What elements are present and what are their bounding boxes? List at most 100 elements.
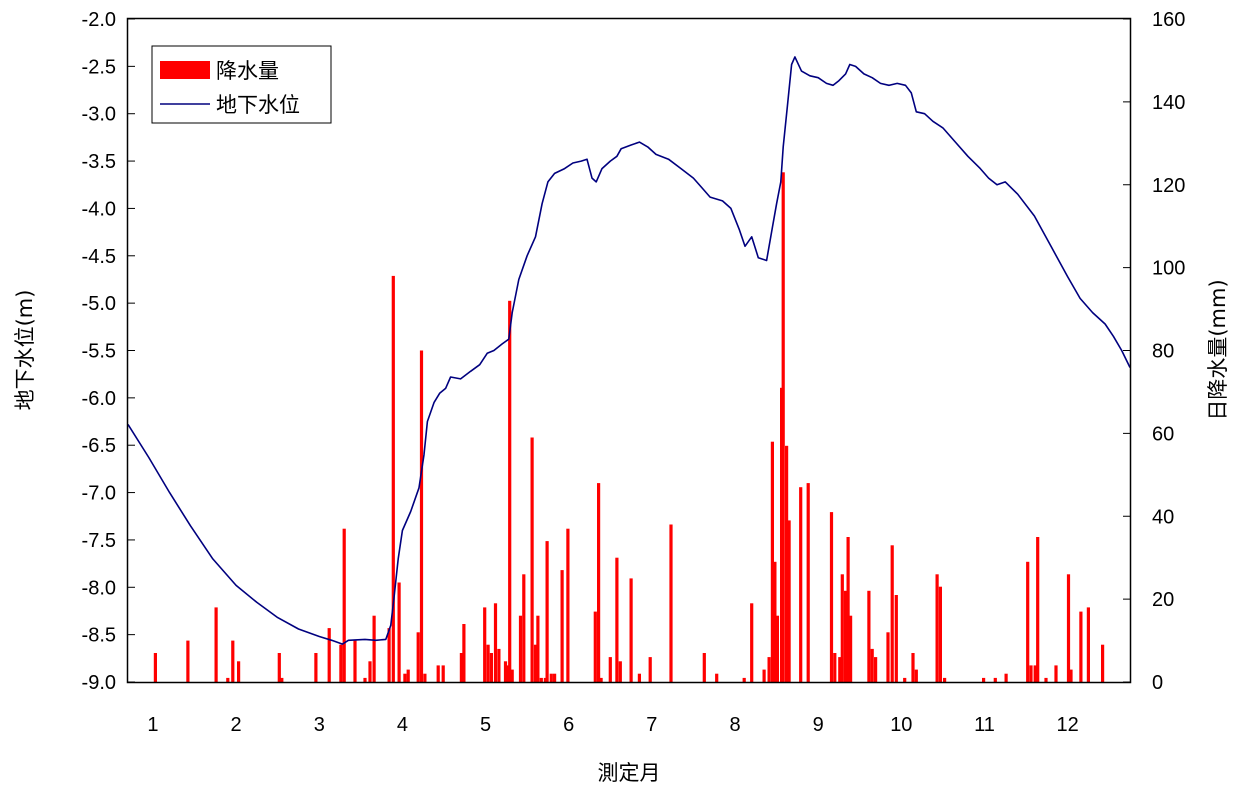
rainfall-bar	[1101, 644, 1105, 682]
legend-rainfall-swatch	[160, 61, 210, 79]
x-tick-label: 8	[729, 714, 740, 736]
rainfall-bar	[560, 570, 564, 682]
rainfall-bar	[770, 441, 774, 682]
rainfall-bar	[648, 657, 652, 682]
rainfall-bar	[593, 611, 597, 682]
rainfall-bar	[787, 520, 791, 682]
x-axis-title: 測定月	[598, 761, 661, 785]
left-tick-label: -7.5	[82, 530, 116, 552]
left-tick-label: -4.0	[82, 198, 116, 220]
rainfall-bar	[231, 640, 235, 682]
rainfall-bar	[530, 437, 534, 682]
x-tick-label: 2	[231, 714, 242, 736]
rainfall-bar	[911, 653, 915, 682]
right-tick-label: 20	[1152, 589, 1174, 611]
left-tick-label: -6.5	[82, 435, 116, 457]
rainfall-bar	[403, 673, 407, 682]
rainfall-bar	[186, 640, 190, 682]
right-tick-label: 160	[1152, 9, 1185, 31]
rainfall-bar	[372, 615, 376, 682]
rainfall-bar	[549, 673, 553, 682]
rainfall-bar	[503, 661, 508, 682]
rainfall-bar	[874, 657, 878, 682]
rainfall-bar	[1044, 677, 1048, 682]
rainfall-bar	[277, 653, 281, 682]
rainfall-bar	[637, 673, 641, 682]
rainfall-bar	[618, 661, 622, 682]
rainfall-bar	[773, 561, 777, 682]
rainfall-bar	[1004, 673, 1008, 682]
rainfall-bar	[327, 628, 331, 682]
rainfall-bar	[806, 483, 810, 682]
rainfall-bar	[508, 300, 512, 682]
left-tick-label: -2.0	[82, 9, 116, 31]
rainfall-bar	[543, 677, 547, 682]
rainfall-bar	[342, 528, 346, 682]
x-axis-ticks: 1 2 3 4 5 6 7 8 9 10 11 12	[147, 714, 1078, 736]
rainfall-bar	[715, 673, 719, 682]
left-tick-label: -4.5	[82, 246, 116, 268]
rainfall-bar	[1086, 607, 1090, 682]
rainfall-bar	[214, 607, 218, 682]
y-axis-left-title: 地下水位(m)	[13, 290, 37, 411]
rainfall-bar	[914, 669, 918, 682]
rainfall-bar	[497, 648, 501, 682]
rainfall-bar	[536, 615, 540, 682]
rainfall-bar	[419, 350, 424, 682]
rainfall-bar	[867, 590, 871, 682]
x-tick-label: 7	[646, 714, 657, 736]
rainfall-bar	[1033, 665, 1037, 682]
right-tick-label: 120	[1152, 175, 1185, 197]
rainfall-bar	[533, 644, 538, 682]
rainfall-bar	[1054, 665, 1058, 682]
x-tick-label: 12	[1057, 714, 1079, 736]
legend-box	[151, 45, 332, 124]
rainfall-bar	[1026, 561, 1030, 682]
rainfall-bar	[935, 574, 939, 682]
rainfall-bar	[844, 590, 848, 682]
rainfall-bar	[314, 653, 318, 682]
rainfall-bar	[339, 644, 343, 682]
plot-area-frame	[126, 17, 1132, 684]
left-tick-label: -6.0	[82, 388, 116, 410]
rainfall-bar	[486, 644, 490, 682]
rainfall-bar	[849, 615, 853, 682]
rainfall-bar	[423, 673, 427, 682]
rainfall-bar	[459, 653, 463, 682]
rainfall-bar	[669, 524, 673, 682]
rainfall-bar	[629, 578, 633, 682]
rainfall-bar	[363, 677, 367, 682]
right-tick-label: 60	[1152, 423, 1174, 445]
right-tick-label: 0	[1152, 672, 1163, 694]
left-tick-label: -5.0	[82, 293, 116, 315]
right-tick-label: 100	[1152, 258, 1185, 280]
rainfall-bar	[522, 574, 526, 682]
left-tick-label: -7.0	[82, 483, 116, 505]
rainfall-bar	[280, 677, 284, 682]
x-tick-label: 1	[147, 714, 158, 736]
groundwater-line-layer	[127, 56, 1131, 645]
rainfall-bar	[489, 653, 493, 682]
rainfall-bar	[829, 512, 834, 682]
groundwater-line	[127, 56, 1131, 645]
rainfall-bar	[993, 677, 997, 682]
rainfall-bar	[391, 275, 395, 682]
legend-groundwater-label: 地下水位	[216, 93, 300, 117]
left-tick-label: -3.5	[82, 151, 116, 173]
rainfall-bar	[890, 545, 894, 682]
left-tick-label: -2.5	[82, 56, 116, 78]
rainfall-bar	[1079, 611, 1083, 682]
x-tick-label: 9	[813, 714, 824, 736]
rainfall-bar	[397, 582, 401, 682]
left-tick-label: -9.0	[82, 672, 116, 694]
rainfall-bar	[545, 541, 549, 682]
rainfall-bar	[840, 574, 844, 682]
rainfall-bar	[799, 487, 803, 682]
rainfall-bars	[153, 172, 1105, 683]
rainfall-bar	[903, 677, 907, 682]
rainfall-bar	[553, 673, 557, 682]
rainfall-bar	[441, 665, 445, 682]
rainfall-bar	[368, 661, 372, 682]
rainfall-bar	[833, 653, 837, 682]
right-tick-label: 40	[1152, 506, 1174, 528]
